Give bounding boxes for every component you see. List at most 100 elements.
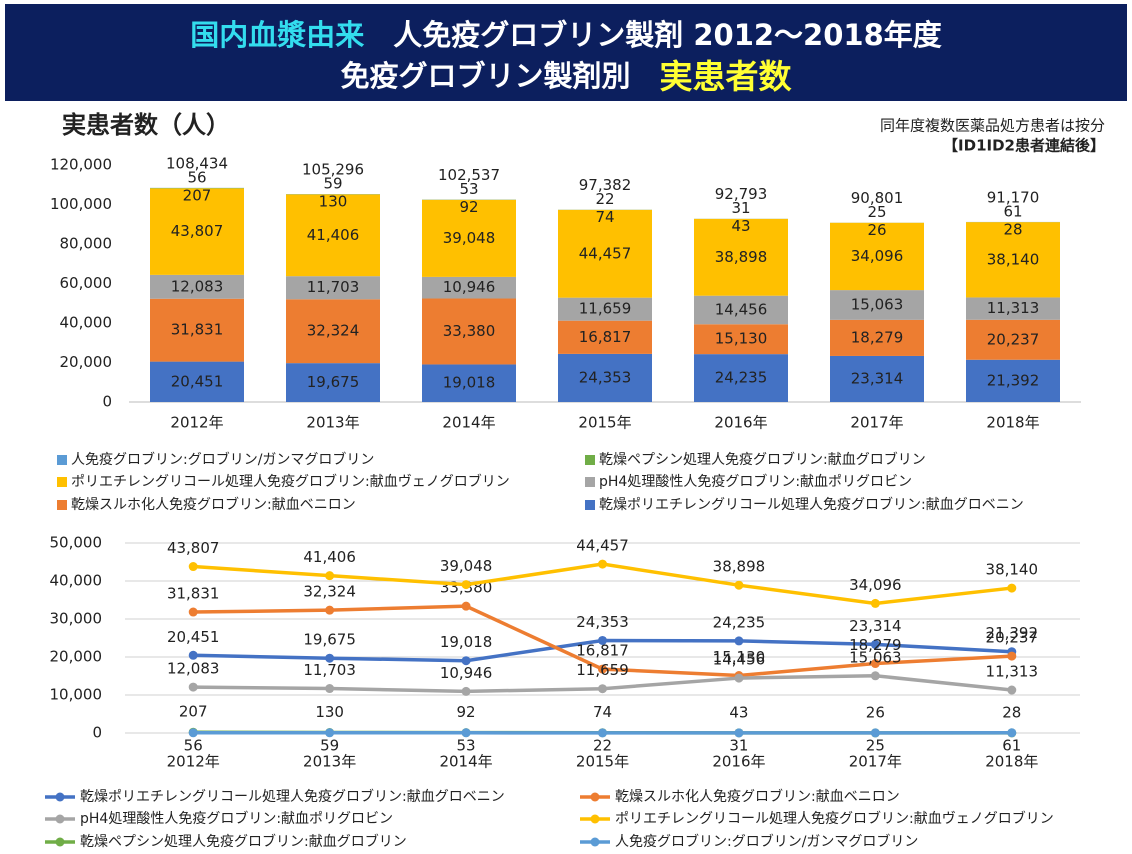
data-label: 23,314	[851, 369, 904, 387]
total-label: 92,793	[715, 185, 768, 203]
data-label: 15,063	[851, 295, 904, 313]
legend-marker	[55, 792, 65, 802]
bar-segment	[558, 353, 652, 402]
x-tick-label: 2015年	[576, 753, 629, 771]
point	[734, 673, 744, 683]
legend-marker	[55, 814, 65, 824]
point	[598, 559, 607, 569]
y-tick-label: 60,000	[60, 274, 113, 292]
data-label: 14,456	[715, 300, 768, 318]
data-label: 11,313	[987, 299, 1040, 317]
point	[325, 605, 335, 615]
data-label: 53	[459, 180, 478, 198]
x-tick-label: 2018年	[986, 414, 1039, 432]
data-label: 39,048	[440, 557, 493, 575]
point	[188, 650, 198, 660]
legend-label: 乾燥ペプシン処理人免疫グロブリン:献血グロブリン	[80, 833, 407, 850]
data-label: 130	[319, 193, 348, 211]
legend-marker	[55, 837, 65, 847]
point	[325, 684, 335, 694]
data-label: 92	[459, 198, 478, 216]
data-label: 56	[187, 168, 206, 186]
x-tick-label: 2016年	[712, 753, 765, 771]
bar-segment	[286, 363, 380, 402]
point	[870, 639, 880, 649]
data-label: 24,235	[713, 613, 766, 631]
data-label: 28	[1003, 220, 1022, 238]
bar-segment	[422, 298, 516, 365]
chart-title: 実患者数（人）	[62, 111, 230, 139]
data-label: 11,659	[576, 661, 629, 679]
bar-segment	[558, 320, 652, 354]
data-label: 19,018	[443, 374, 496, 392]
data-label: 32,324	[307, 322, 360, 340]
data-label: 18,279	[849, 636, 902, 654]
legend-swatch	[585, 500, 595, 510]
bar-segment	[966, 319, 1060, 360]
data-label: 20,451	[171, 372, 224, 390]
legend-label: 人免疫グロブリン:グロブリン/ガンマグロブリン	[71, 451, 374, 468]
point	[188, 728, 198, 738]
total-label: 97,382	[579, 176, 632, 194]
data-label: 43	[731, 217, 750, 235]
data-label: 24,235	[715, 369, 768, 387]
legend-label: ポリエチレングリコール処理人免疫グロブリン:献血ヴェノグロブリン	[71, 473, 510, 490]
data-label: 14,456	[713, 651, 766, 669]
data-label: 25	[867, 203, 886, 221]
data-label: 24,353	[576, 613, 629, 631]
point	[1007, 728, 1017, 738]
y-tick-label: 100,000	[50, 195, 112, 213]
x-tick-label: 2012年	[167, 753, 220, 771]
data-label: 20,451	[167, 628, 220, 646]
y-tick-label: 20,000	[60, 353, 113, 371]
bar-segment	[966, 297, 1060, 320]
bar-segment	[286, 276, 380, 300]
bar-segment	[286, 194, 380, 277]
data-label: 59	[320, 736, 339, 754]
point	[325, 653, 335, 663]
bar-segment	[694, 324, 788, 355]
y-tick-label: 40,000	[50, 572, 103, 590]
y-tick-label: 120,000	[50, 156, 112, 174]
total-label: 105,296	[302, 161, 364, 179]
total-label: 90,801	[851, 189, 904, 207]
data-label: 130	[315, 703, 344, 721]
annotation: 同年度複数医薬品処方患者は按分	[880, 117, 1105, 135]
data-label: 20,237	[987, 330, 1040, 348]
point	[1007, 685, 1017, 695]
bar-segment	[830, 290, 924, 320]
data-label: 74	[595, 208, 614, 226]
data-label: 18,279	[851, 328, 904, 346]
data-label: 10,946	[443, 278, 496, 296]
legend-label: 乾燥ペプシン処理人免疫グロブリン:献血グロブリン	[599, 451, 926, 468]
data-label: 11,313	[986, 663, 1039, 681]
total-label: 108,434	[166, 154, 228, 172]
x-tick-label: 2018年	[985, 753, 1038, 771]
x-tick-label: 2014年	[442, 414, 495, 432]
data-label: 31	[731, 199, 750, 217]
point	[598, 664, 607, 674]
y-tick-label: 80,000	[60, 235, 113, 253]
data-label: 19,018	[440, 633, 493, 651]
annotation: 【ID1ID2患者連結後】	[943, 137, 1105, 155]
bar-segment	[150, 274, 244, 299]
data-label: 16,817	[576, 642, 629, 660]
y-tick-label: 40,000	[60, 314, 113, 332]
data-label: 34,096	[849, 576, 902, 594]
data-label: 26	[866, 703, 885, 721]
legend-label: ポリエチレングリコール処理人免疫グロブリン:献血ヴェノグロブリン	[615, 810, 1054, 827]
data-label: 207	[183, 186, 212, 204]
point	[598, 635, 607, 645]
bar-segment	[966, 359, 1060, 402]
legend-label: 人免疫グロブリン:グロブリン/ガンマグロブリン	[615, 833, 918, 850]
data-label: 12,083	[167, 660, 220, 678]
data-label: 22	[593, 736, 612, 754]
data-label: 32,324	[303, 583, 356, 601]
data-label: 19,675	[303, 631, 356, 649]
y-tick-label: 10,000	[50, 686, 103, 704]
point	[188, 682, 198, 692]
header-text: 免疫グロブリン製剤別	[340, 59, 659, 93]
legend-marker	[590, 792, 600, 802]
data-label: 22	[595, 190, 614, 208]
bar-segment	[422, 276, 516, 299]
